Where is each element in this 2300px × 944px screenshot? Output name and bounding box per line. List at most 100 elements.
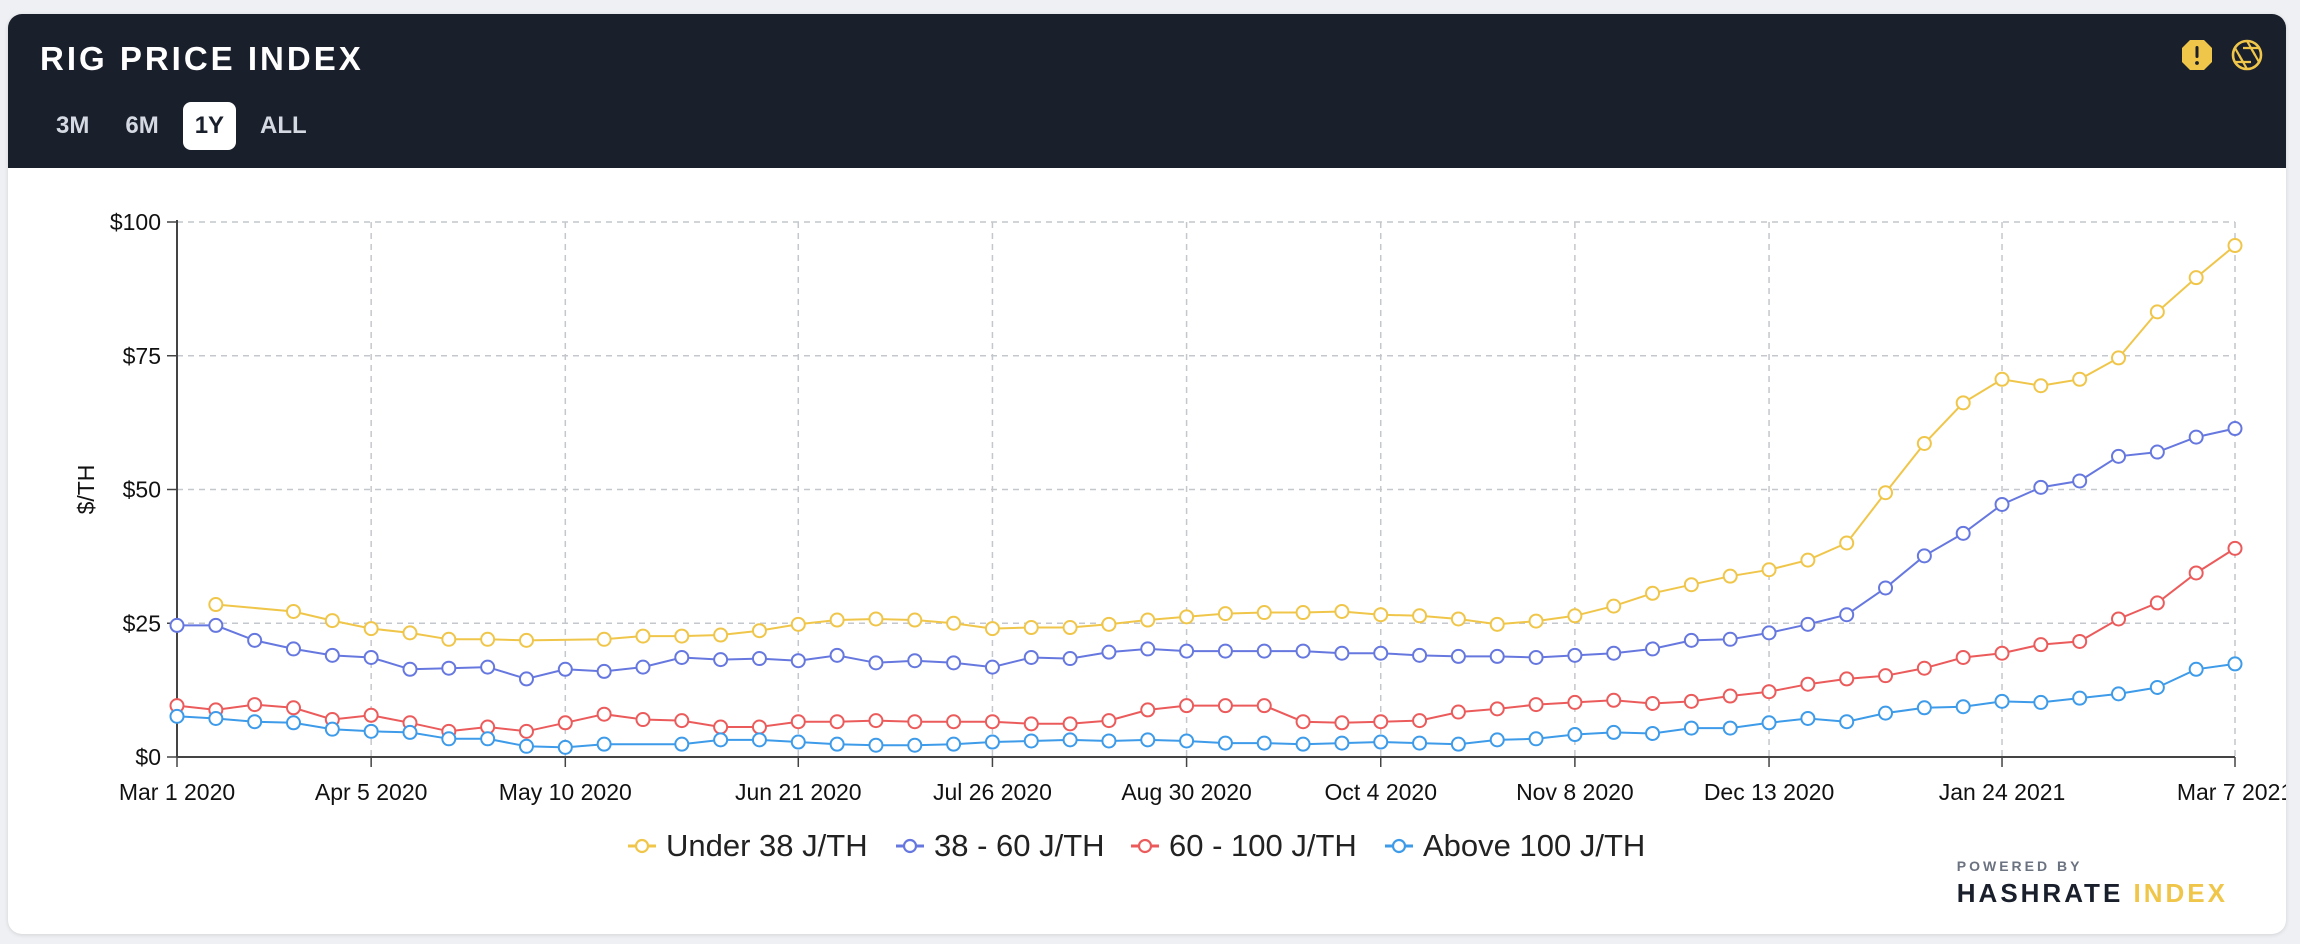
data-point xyxy=(1217,606,1233,622)
range-button-6m[interactable]: 6M xyxy=(113,102,170,150)
data-point xyxy=(635,712,651,728)
data-point xyxy=(1450,648,1466,664)
data-point xyxy=(713,732,729,748)
data-point xyxy=(1217,698,1233,714)
data-point xyxy=(946,736,962,752)
series-0 xyxy=(208,238,2243,648)
data-point xyxy=(1994,496,2010,512)
alert-icon[interactable] xyxy=(2180,38,2214,72)
data-point xyxy=(907,714,923,730)
legend-label: Above 100 J/TH xyxy=(1423,828,1645,863)
data-point xyxy=(1140,702,1156,718)
data-point xyxy=(1023,716,1039,732)
data-point xyxy=(441,631,457,647)
legend-label: 38 - 60 J/TH xyxy=(934,828,1105,863)
data-point xyxy=(1489,732,1505,748)
range-button-3m[interactable]: 3M xyxy=(44,102,101,150)
data-point xyxy=(2072,633,2088,649)
data-point xyxy=(1683,577,1699,593)
data-point xyxy=(1645,641,1661,657)
powered-by-badge[interactable]: POWERED BY HASHRATE INDEX xyxy=(1957,858,2228,909)
data-point xyxy=(829,714,845,730)
data-point xyxy=(2227,540,2243,556)
data-point xyxy=(635,659,651,675)
data-point xyxy=(1839,671,1855,687)
y-tick-label: $50 xyxy=(123,477,161,503)
data-point xyxy=(790,616,806,632)
legend: Under 38 J/TH 38 - 60 J/TH 60 - 100 J/TH Ab… xyxy=(628,828,1645,863)
x-tick-label: Apr 5 2020 xyxy=(315,779,428,805)
series-3 xyxy=(169,656,2243,755)
data-point xyxy=(984,659,1000,675)
data-point xyxy=(1567,647,1583,663)
data-point xyxy=(363,707,379,723)
data-point xyxy=(2072,690,2088,706)
data-point xyxy=(247,714,263,730)
legend-label: 60 - 100 J/TH xyxy=(1169,828,1357,863)
data-point xyxy=(1528,613,1544,629)
data-point xyxy=(1567,608,1583,624)
data-point xyxy=(1528,697,1544,713)
page-title: RIG PRICE INDEX xyxy=(40,40,364,77)
data-point xyxy=(1722,568,1738,584)
data-point xyxy=(1334,645,1350,661)
data-point xyxy=(1606,692,1622,708)
data-point xyxy=(2072,371,2088,387)
data-point xyxy=(1489,616,1505,632)
data-point xyxy=(1839,607,1855,623)
data-point xyxy=(1683,693,1699,709)
data-point xyxy=(829,736,845,752)
data-point xyxy=(1101,616,1117,632)
legend-marker xyxy=(634,838,650,854)
data-point xyxy=(1761,562,1777,578)
data-point xyxy=(2111,350,2127,366)
legend-item-0: Under 38 J/TH xyxy=(628,828,868,863)
data-point xyxy=(1761,625,1777,641)
data-point xyxy=(1334,715,1350,731)
data-point xyxy=(1528,649,1544,665)
data-point xyxy=(1140,641,1156,657)
data-point xyxy=(1955,395,1971,411)
x-tick-label: Dec 13 2020 xyxy=(1704,779,1834,805)
data-point xyxy=(829,612,845,628)
range-button-1y[interactable]: 1Y xyxy=(182,102,237,150)
data-point xyxy=(208,710,224,726)
data-point xyxy=(1606,645,1622,661)
data-point xyxy=(674,713,690,729)
data-point xyxy=(1412,735,1428,751)
data-point xyxy=(829,647,845,663)
data-point xyxy=(1179,609,1195,625)
data-point xyxy=(1373,734,1389,750)
data-point xyxy=(1412,608,1428,624)
data-point xyxy=(868,713,884,729)
y-tick-label: $0 xyxy=(135,744,161,770)
data-point xyxy=(1062,651,1078,667)
data-point xyxy=(1955,525,1971,541)
data-point xyxy=(2033,378,2049,394)
y-axis-label: $/TH xyxy=(73,465,99,515)
data-point xyxy=(1023,649,1039,665)
data-point xyxy=(1373,607,1389,623)
data-point xyxy=(713,719,729,735)
data-point xyxy=(480,659,496,675)
data-point xyxy=(1994,645,2010,661)
data-point xyxy=(1450,704,1466,720)
aperture-icon[interactable] xyxy=(2230,38,2264,72)
data-point xyxy=(1839,714,1855,730)
data-point xyxy=(1916,548,1932,564)
x-tick-label: Aug 30 2020 xyxy=(1121,779,1251,805)
data-point xyxy=(1062,620,1078,636)
series-lines xyxy=(169,238,2243,755)
data-point xyxy=(674,736,690,752)
data-point xyxy=(1334,603,1350,619)
data-point xyxy=(1800,552,1816,568)
data-point xyxy=(2072,473,2088,489)
data-point xyxy=(1878,485,1894,501)
range-button-all[interactable]: ALL xyxy=(248,102,319,150)
data-point xyxy=(984,714,1000,730)
data-point xyxy=(1567,727,1583,743)
data-point xyxy=(169,617,185,633)
data-point xyxy=(1645,585,1661,601)
data-point xyxy=(2033,694,2049,710)
data-point xyxy=(790,734,806,750)
